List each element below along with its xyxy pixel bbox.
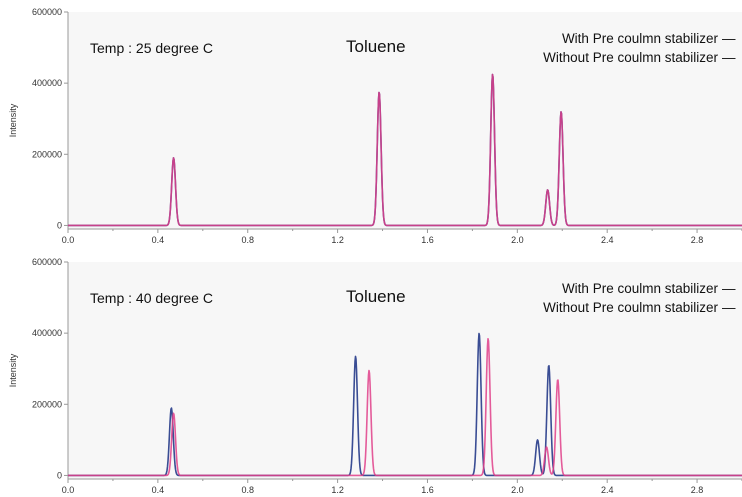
y-tick-label: 0 — [57, 470, 62, 480]
legend-item: Without Pre coulmn stabilizer — — [543, 300, 736, 315]
series-line-without — [67, 73, 742, 227]
temperature-annotation: Temp : 40 degree C — [90, 290, 213, 306]
x-tick-label: 1.6 — [421, 485, 434, 495]
legend-label: Without Pre coulmn stabilizer — [543, 50, 718, 65]
plot-area — [68, 12, 742, 229]
legend-label: Without Pre coulmn stabilizer — [543, 300, 718, 315]
chart-panel-top: 0.0 0.4 0.8 1.2 1.6 2.0 2.4 2.8 600000 400000 2000… — [0, 0, 742, 246]
y-tick-label: 200000 — [32, 399, 62, 409]
legend-swatch: — — [722, 31, 736, 46]
legend-swatch: — — [722, 50, 736, 65]
x-tick-label: 0.8 — [241, 235, 254, 245]
x-tick-label: 2.0 — [511, 235, 524, 245]
y-tick-label: 0 — [57, 220, 62, 230]
chart-svg-top: 0.0 0.4 0.8 1.2 1.6 2.0 2.4 2.8 600000 400000 2000… — [8, 7, 742, 245]
x-tick-label: 2.4 — [601, 485, 614, 495]
legend-label: With Pre coulmn stabilizer — [562, 31, 719, 46]
legend-item: Without Pre coulmn stabilizer — — [543, 50, 736, 65]
y-tick-label: 400000 — [32, 78, 62, 88]
y-tick-label: 200000 — [32, 149, 62, 159]
legend-swatch: — — [722, 281, 736, 296]
chart-svg-bottom: 0.0 0.4 0.8 1.2 1.6 2.0 2.4 2.8 600000 400000 2000… — [8, 257, 742, 495]
x-tick-label: 0.4 — [152, 235, 165, 245]
y-axis-label: Intensity — [8, 353, 18, 387]
x-tick-label: 0.0 — [62, 485, 75, 495]
y-tick-label: 400000 — [32, 328, 62, 338]
compound-annotation: Toluene — [346, 37, 406, 56]
x-tick-label: 0.4 — [152, 485, 165, 495]
x-tick-label: 1.6 — [421, 235, 434, 245]
y-axis-label: Intensity — [8, 103, 18, 137]
chart-panel-bottom: 0.0 0.4 0.8 1.2 1.6 2.0 2.4 2.8 600000 400000 2000… — [0, 250, 742, 496]
temperature-annotation: Temp : 25 degree C — [90, 40, 213, 56]
x-tick-label: 1.2 — [331, 485, 344, 495]
legend-item: With Pre coulmn stabilizer — — [562, 281, 736, 296]
x-tick-label: 1.2 — [331, 235, 344, 245]
legend-item: With Pre coulmn stabilizer — — [562, 31, 736, 46]
y-tick-label: 600000 — [32, 257, 62, 267]
legend-swatch: — — [722, 300, 736, 315]
x-tick-label: 2.4 — [601, 235, 614, 245]
x-tick-label: 0.8 — [241, 485, 254, 495]
y-tick-label: 600000 — [32, 7, 62, 17]
x-tick-label: 2.0 — [511, 485, 524, 495]
plot-area — [68, 262, 742, 479]
compound-annotation: Toluene — [346, 287, 406, 306]
x-tick-label: 2.8 — [691, 485, 704, 495]
x-tick-label: 2.8 — [691, 235, 704, 245]
series-line-without — [67, 338, 742, 477]
x-tick-label: 0.0 — [62, 235, 75, 245]
legend-label: With Pre coulmn stabilizer — [562, 281, 719, 296]
